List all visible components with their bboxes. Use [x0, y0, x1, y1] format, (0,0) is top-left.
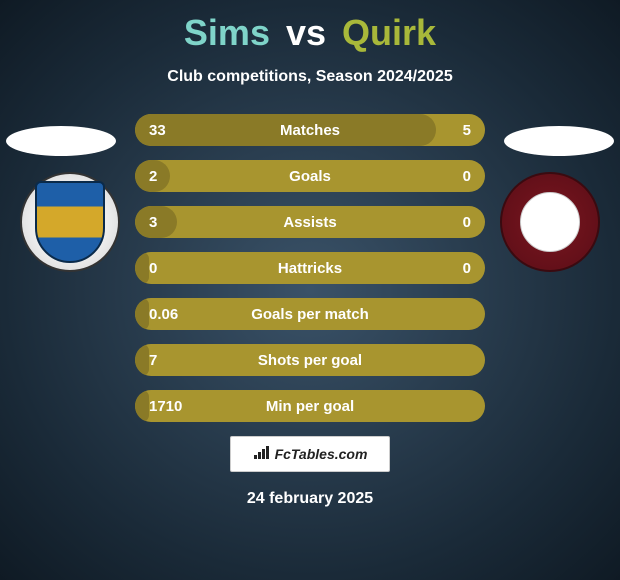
stat-label: Assists: [283, 214, 336, 231]
stat-value-left: 2: [149, 168, 157, 185]
stat-label: Goals: [289, 168, 331, 185]
stat-value-left: 0: [149, 260, 157, 277]
player1-name: Sims: [184, 12, 270, 53]
stat-label: Min per goal: [266, 398, 354, 415]
stat-row-goals: 2 Goals 0: [135, 160, 485, 192]
stat-value-right: 0: [463, 214, 471, 231]
stat-label: Matches: [280, 122, 340, 139]
comparison-title: Sims vs Quirk: [0, 0, 620, 54]
player2-ellipse: [504, 126, 614, 156]
stats-panel: 33 Matches 5 2 Goals 0 3 Assists 0 0 Hat…: [135, 114, 485, 422]
chart-icon: [253, 446, 271, 463]
vs-separator: vs: [286, 12, 326, 53]
stat-row-matches: 33 Matches 5: [135, 114, 485, 146]
comparison-date: 24 february 2025: [0, 490, 620, 508]
stat-label: Hattricks: [278, 260, 342, 277]
stat-value-left: 7: [149, 352, 157, 369]
brand-text: FcTables.com: [275, 446, 368, 462]
stat-fill: [135, 390, 149, 422]
stat-label: Goals per match: [251, 306, 369, 323]
stat-value-left: 3: [149, 214, 157, 231]
player1-ellipse: [6, 126, 116, 156]
stat-row-mpg: 1710 Min per goal: [135, 390, 485, 422]
brand-badge[interactable]: FcTables.com: [230, 436, 390, 472]
stat-row-assists: 3 Assists 0: [135, 206, 485, 238]
subtitle: Club competitions, Season 2024/2025: [0, 68, 620, 86]
player1-club-crest: [20, 172, 120, 272]
crest-circle-icon: [520, 192, 580, 252]
stat-label: Shots per goal: [258, 352, 362, 369]
stat-fill: [135, 298, 149, 330]
stat-value-right: 0: [463, 168, 471, 185]
crest-shield-icon: [35, 181, 105, 263]
player2-club-crest: [500, 172, 600, 272]
stat-value-left: 33: [149, 122, 166, 139]
stat-value-left: 0.06: [149, 306, 178, 323]
stat-value-right: 5: [463, 122, 471, 139]
player2-name: Quirk: [342, 12, 436, 53]
stat-fill: [135, 252, 149, 284]
stat-fill: [135, 344, 149, 376]
stat-row-hattricks: 0 Hattricks 0: [135, 252, 485, 284]
stat-row-spg: 7 Shots per goal: [135, 344, 485, 376]
stat-value-right: 0: [463, 260, 471, 277]
stat-row-gpm: 0.06 Goals per match: [135, 298, 485, 330]
stat-value-left: 1710: [149, 398, 182, 415]
